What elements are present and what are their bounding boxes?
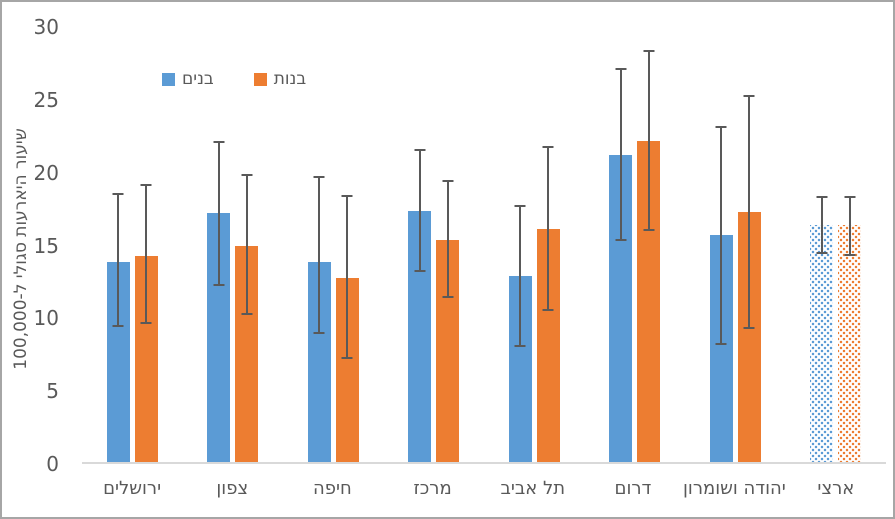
category-label: דרום	[614, 478, 652, 499]
bar-slot	[508, 27, 532, 464]
y-tick-label: 15	[33, 233, 59, 258]
bar-slot	[810, 27, 834, 464]
bar	[737, 212, 761, 464]
bar	[207, 213, 231, 464]
bar-slot	[235, 27, 259, 464]
y-tick-label: 20	[33, 160, 59, 185]
y-tick-label: 5	[46, 379, 59, 404]
error-bar	[446, 179, 449, 298]
bar-group	[585, 27, 686, 464]
error-bar	[848, 195, 851, 256]
error-bar	[346, 194, 349, 360]
category-label: מרכז	[413, 478, 452, 499]
error-bar	[748, 95, 751, 329]
legend-label: בנים	[182, 69, 214, 89]
bar-slot	[307, 27, 331, 464]
bar-slot	[709, 27, 733, 464]
error-bar	[245, 174, 248, 316]
y-tick-label: 10	[33, 306, 59, 331]
bar-slot	[436, 27, 460, 464]
category-label: יהודה ושומרון	[683, 478, 786, 499]
error-bar	[418, 149, 421, 272]
legend-item: בנים	[162, 71, 214, 88]
bar	[307, 261, 331, 464]
bar-slot	[106, 27, 130, 464]
error-bar	[820, 195, 823, 255]
bar-slot	[207, 27, 231, 464]
legend-item: בנות	[253, 69, 307, 89]
y-tick-label: 25	[33, 87, 59, 112]
error-bar	[547, 146, 550, 312]
category-label: צפון	[216, 478, 249, 499]
bar-slot	[134, 27, 158, 464]
error-bar	[519, 204, 522, 348]
bar-slot	[637, 27, 661, 464]
error-bar	[647, 50, 650, 231]
bar-group	[484, 27, 585, 464]
error-bar	[117, 193, 120, 328]
legend-swatch	[162, 73, 175, 86]
bar-group	[283, 27, 384, 464]
x-axis-line	[82, 462, 886, 464]
bar-slot	[838, 27, 862, 464]
bar-slot	[536, 27, 560, 464]
legend-swatch	[253, 73, 267, 86]
bar	[709, 235, 733, 464]
bar-slot	[408, 27, 432, 464]
error-bar	[318, 175, 321, 335]
bar-group	[786, 27, 887, 464]
bar	[810, 225, 834, 464]
bar	[235, 245, 259, 464]
error-bar	[217, 140, 220, 287]
bar	[408, 210, 432, 464]
bar	[508, 276, 532, 464]
bar-group	[685, 27, 786, 464]
x-axis-labels: ירושלים צפון חיפה מרכז תל אביב דרום יהודה ושומ…	[82, 478, 886, 500]
bar-slot	[737, 27, 761, 464]
bar	[609, 155, 633, 464]
error-bar	[720, 126, 723, 345]
bar	[637, 140, 661, 464]
bar-group	[384, 27, 485, 464]
bar	[335, 277, 359, 464]
bar-group	[82, 27, 183, 464]
error-bar	[145, 184, 148, 325]
category-label: ירושלים	[103, 478, 162, 499]
bar	[536, 229, 560, 464]
bar	[838, 225, 862, 464]
category-label: תל אביב	[500, 478, 566, 499]
legend-label: בנות	[273, 69, 307, 89]
category-label: ארצי	[817, 478, 855, 499]
bar-slot	[609, 27, 633, 464]
y-tick-label: 30	[33, 15, 59, 39]
bar	[106, 261, 130, 464]
legend: בנים בנות	[162, 71, 306, 88]
bar-group	[183, 27, 284, 464]
error-bar	[619, 67, 622, 242]
y-tick-label: 0	[46, 452, 59, 476]
bar	[134, 255, 158, 464]
bar-slot	[335, 27, 359, 464]
plot-area	[82, 27, 886, 464]
category-label: חיפה	[313, 478, 352, 499]
